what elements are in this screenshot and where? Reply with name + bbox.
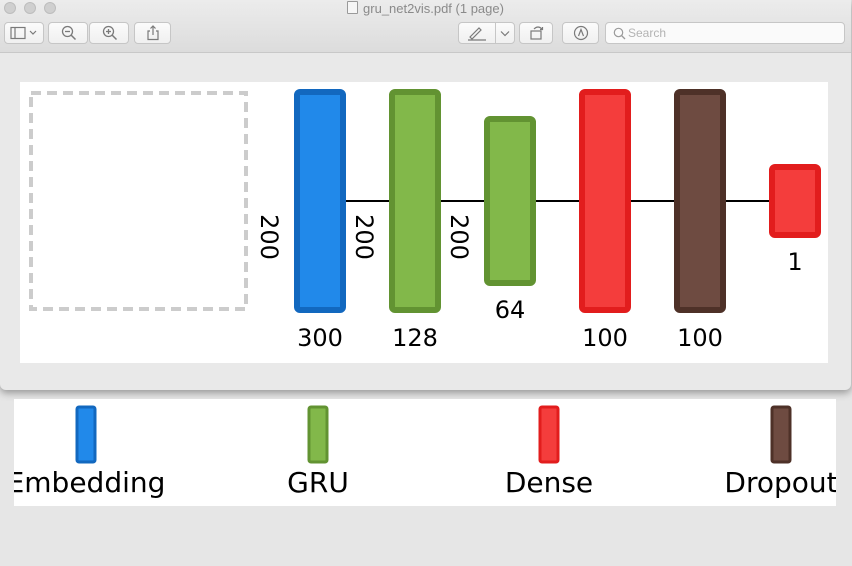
share-button[interactable] (134, 22, 171, 44)
layer-gru-2-input-dim: 200 (445, 214, 473, 260)
layer-gru-1-input-dim: 200 (350, 214, 378, 260)
pdf-page: 300 200 128 200 64 200 100 100 (20, 82, 828, 363)
title-bar: gru_net2vis.pdf (1 page) (0, 0, 851, 53)
input-placeholder-box (29, 91, 248, 311)
layer-dropout-block (674, 89, 726, 313)
zoom-in-icon (102, 25, 118, 41)
legend-swatch-gru (307, 405, 329, 464)
zoom-window-button[interactable] (44, 2, 56, 14)
layer-gru-2: 64 200 (445, 116, 536, 324)
legend-label-dropout: Dropout (724, 466, 836, 499)
layer-dense-1-size: 100 (582, 324, 628, 352)
legend-swatch-embedding (75, 405, 97, 464)
search-input[interactable] (628, 24, 838, 42)
search-icon (613, 27, 626, 40)
annotate-button[interactable] (562, 22, 599, 44)
zoom-out-icon (61, 25, 77, 41)
network-diagram: 300 200 128 200 64 200 100 100 (29, 89, 821, 352)
search-field[interactable] (605, 22, 845, 44)
layer-dense-2: 1 (769, 164, 821, 276)
zoom-out-button[interactable] (48, 22, 88, 44)
share-icon (147, 25, 159, 41)
document-icon (347, 1, 359, 14)
window-title: gru_net2vis.pdf (1 page) (0, 1, 851, 16)
legend-label-dense: Dense (505, 466, 593, 499)
layer-gru-1-size: 128 (392, 324, 438, 352)
window-title-text: gru_net2vis.pdf (1 page) (363, 1, 504, 16)
layer-dense-2-block (769, 164, 821, 238)
legend-item-embedding: Embedding (14, 405, 165, 499)
layer-dense-1: 100 (579, 89, 631, 352)
layer-dense-1-block (579, 89, 631, 313)
layer-embedding-block (294, 89, 346, 313)
layer-dropout: 100 (674, 89, 726, 352)
markup-pen-circle-icon (573, 25, 589, 41)
pen-icon (468, 27, 486, 41)
layer-embedding-size: 300 (297, 324, 343, 352)
layer-gru-1: 128 200 (350, 89, 441, 352)
legend-item-dropout: Dropout (724, 405, 836, 499)
layer-gru-1-block (389, 89, 441, 313)
legend-swatch-dropout (770, 405, 792, 464)
legend-label-embedding: Embedding (14, 466, 165, 499)
zoom-in-button[interactable] (89, 22, 129, 44)
minimize-window-button[interactable] (24, 2, 36, 14)
layer-embedding-input-dim: 200 (255, 214, 283, 260)
rotate-button[interactable] (519, 22, 553, 44)
preview-window: gru_net2vis.pdf (1 page) (0, 0, 851, 363)
legend-label-gru: GRU (287, 466, 349, 499)
legend-item-dense: Dense (505, 405, 593, 499)
markup-button[interactable] (458, 22, 515, 44)
legend-item-gru: GRU (287, 405, 349, 499)
layer-gru-2-size: 64 (495, 296, 526, 324)
sidebar-icon (10, 26, 37, 40)
legend-swatch-dense (538, 405, 560, 464)
sidebar-toggle-button[interactable] (4, 22, 44, 44)
legend-svg: Embedding GRU Dense Dropout (14, 405, 836, 499)
layer-dense-2-size: 1 (787, 248, 802, 276)
legend: Embedding GRU Dense Dropout (14, 399, 836, 506)
chevron-down-icon[interactable] (500, 30, 510, 38)
layer-embedding: 300 200 (255, 89, 346, 352)
close-window-button[interactable] (4, 2, 16, 14)
layer-dropout-size: 100 (677, 324, 723, 352)
rotate-icon (530, 26, 544, 40)
layer-gru-2-block (484, 116, 536, 286)
